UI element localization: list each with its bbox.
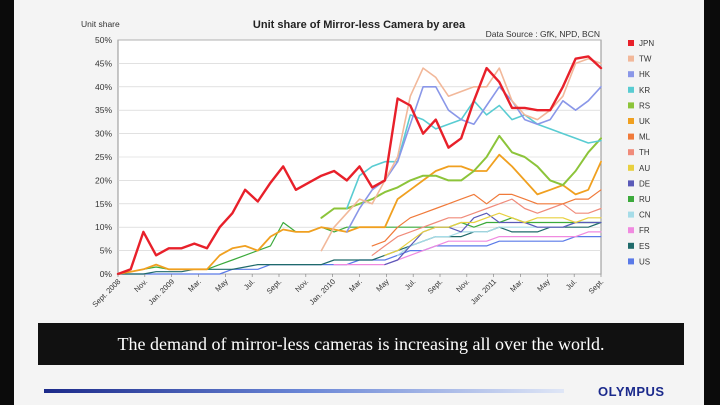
legend-swatch-us: [628, 258, 634, 265]
legend-label-jpn: JPN: [639, 39, 654, 48]
legend-label-fr: FR: [639, 226, 650, 235]
legend-swatch-tw: [628, 55, 634, 62]
x-tick-label: May: [213, 277, 230, 294]
y-tick-label: 10%: [95, 222, 112, 232]
chart-title: Unit share of Mirror-less Camera by area: [253, 19, 466, 31]
legend-label-rs: RS: [639, 101, 650, 110]
legend-swatch-au: [628, 164, 634, 171]
legend-swatch-de: [628, 180, 634, 187]
legend-swatch-th: [628, 149, 634, 156]
x-tick-label: Sept.: [587, 277, 606, 296]
legend-swatch-uk: [628, 118, 634, 124]
x-tick-label: Nov.: [454, 277, 471, 294]
legend-swatch-ml: [628, 133, 634, 140]
legend-swatch-kr: [628, 86, 634, 93]
series-line-de: [384, 212, 602, 266]
data-source-label: Data Source : GfK, NPD, BCN: [486, 29, 600, 39]
y-tick-label: 40%: [95, 82, 112, 92]
x-tick-label: May: [535, 277, 552, 294]
legend-label-au: AU: [639, 164, 650, 173]
legend-label-cn: CN: [639, 211, 651, 220]
caption-text: The demand of mirror-less cameras is inc…: [117, 333, 605, 354]
x-tick-label: Sept.: [426, 277, 445, 296]
y-tick-label: 35%: [95, 105, 112, 115]
series-line-au: [384, 212, 602, 256]
x-tick-label: Jul.: [403, 277, 418, 292]
x-tick-label: Nov.: [293, 277, 310, 294]
footer-divider: [44, 389, 564, 393]
legend-swatch-cn: [628, 211, 634, 218]
legend-swatch-hk: [628, 71, 634, 78]
x-tick-label: Mar.: [508, 277, 525, 294]
legend-label-us: US: [639, 257, 650, 266]
line-chart: Unit share of Mirror-less Camera by area…: [81, 19, 654, 309]
legend-swatch-es: [628, 242, 634, 249]
brand-logo: OLYMPUS: [598, 384, 665, 399]
y-axis-title: Unit share: [81, 19, 120, 29]
x-tick-label: Jan. 2009: [146, 277, 176, 307]
x-tick-label: Jan. 2010: [307, 277, 337, 307]
legend-label-ml: ML: [639, 133, 651, 142]
y-tick-label: 15%: [95, 199, 112, 209]
legend-label-uk: UK: [639, 117, 651, 126]
legend-swatch-ru: [628, 196, 634, 202]
series-line-jpn: [116, 55, 603, 276]
series-line-rs: [320, 134, 602, 219]
x-tick-label: Jul.: [242, 277, 257, 292]
legend-swatch-fr: [628, 227, 634, 234]
legend-label-tw: TW: [639, 55, 652, 64]
x-tick-label: Sept.: [265, 277, 284, 296]
x-tick-label: May: [374, 277, 391, 294]
legend-label-th: TH: [639, 148, 650, 157]
series-line-uk: [117, 153, 602, 275]
caption-banner: The demand of mirror-less cameras is inc…: [38, 323, 684, 365]
y-tick-label: 5%: [100, 246, 113, 256]
presentation-slide: Unit share of Mirror-less Camera by area…: [14, 0, 704, 405]
y-tick-label: 30%: [95, 129, 112, 139]
x-tick-label: Jan. 2011: [469, 277, 498, 306]
y-tick-label: 20%: [95, 175, 112, 185]
series-line-tw: [320, 57, 602, 252]
x-tick-label: Jul.: [564, 277, 579, 292]
legend-swatch-jpn: [628, 40, 634, 46]
legend-label-ru: RU: [639, 195, 651, 204]
legend-swatch-rs: [628, 102, 634, 109]
legend-label-kr: KR: [639, 86, 650, 95]
series-line-fr: [333, 231, 602, 266]
x-tick-label: Mar.: [186, 277, 203, 294]
y-tick-label: 25%: [95, 152, 112, 162]
y-tick-label: 45%: [95, 58, 112, 68]
legend-label-hk: HK: [639, 70, 651, 79]
series-line-ml: [371, 189, 602, 247]
y-tick-label: 50%: [95, 35, 112, 45]
legend-label-es: ES: [639, 242, 650, 251]
y-tick-label: 0%: [100, 269, 113, 279]
legend-label-de: DE: [639, 179, 650, 188]
x-tick-label: Mar.: [347, 277, 364, 294]
x-tick-label: Nov.: [132, 277, 149, 294]
x-tick-label: Sept. 2008: [90, 277, 122, 309]
